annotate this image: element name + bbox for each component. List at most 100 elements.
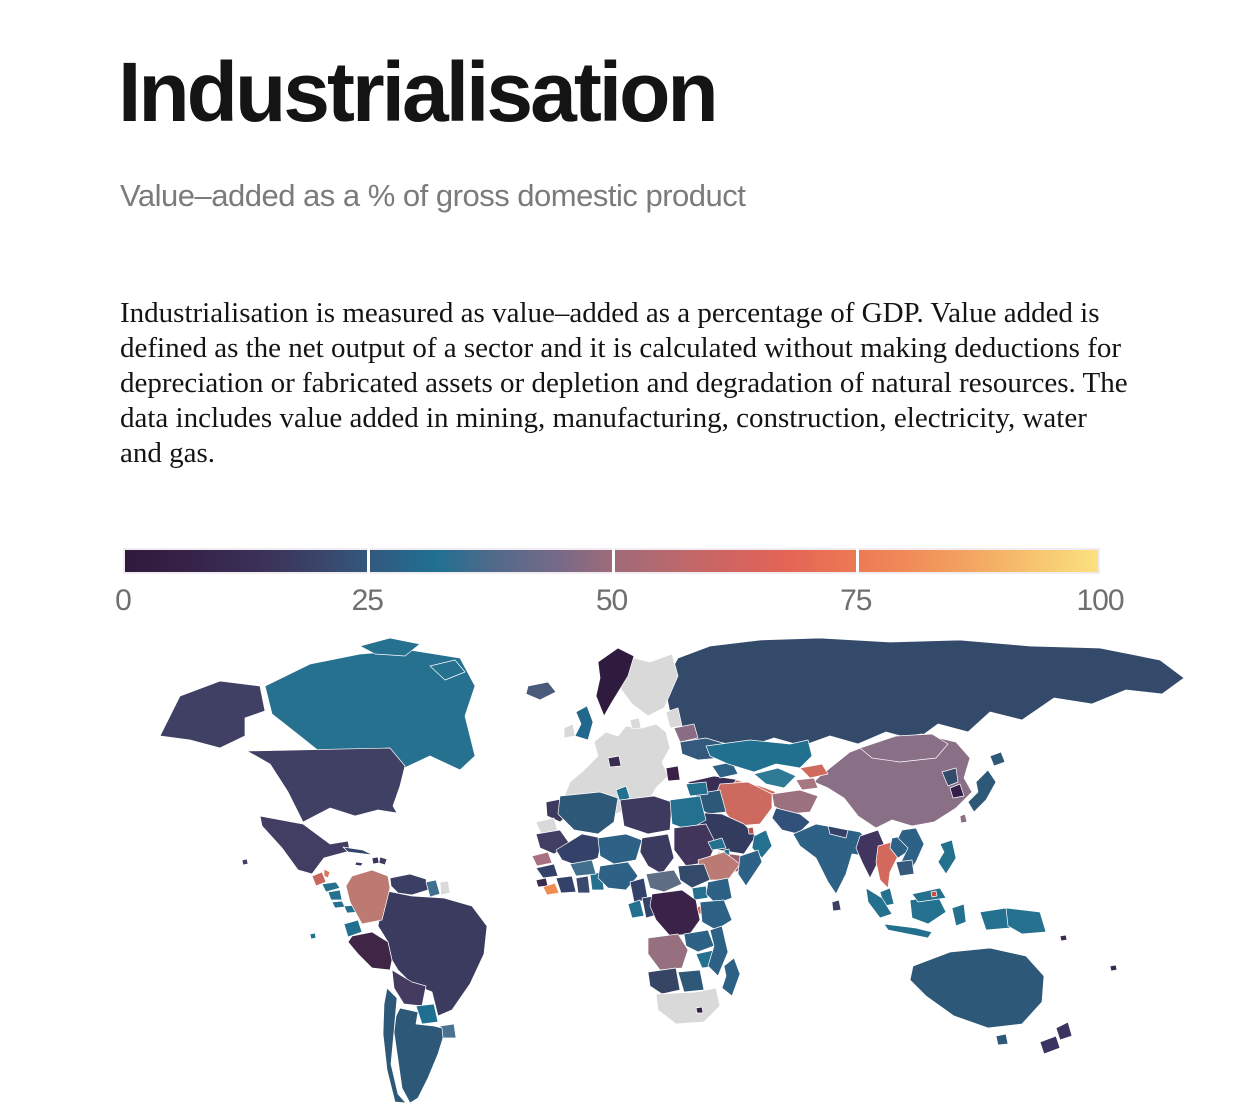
country-hawaii [241,858,249,866]
country-honduras [321,881,341,893]
country-usa-alaska [159,680,266,749]
colorbar-label-25: 25 [351,584,384,617]
country-burkina-faso [569,859,597,877]
country-australia [909,947,1045,1029]
country-galapagos [309,932,317,940]
country-argentina [393,1007,444,1104]
country-uzbekistan [753,767,797,789]
country-indonesia-java [883,923,933,939]
country-canada-arctic-island-2 [429,659,466,681]
country-kyrgyzstan [799,763,829,779]
country-colombia [345,869,391,925]
country-australia-tasmania [995,1033,1009,1046]
country-south-korea [949,783,965,799]
country-mexico [259,815,351,875]
colorbar-label-75: 75 [840,584,872,617]
colorbar-label-100: 100 [1076,584,1124,617]
country-usa [246,747,406,823]
country-nigeria [597,861,639,891]
country-suriname [439,880,451,896]
country-somalia [737,849,763,887]
country-russia [663,637,1185,747]
country-united-kingdom [574,705,594,741]
country-taiwan [959,813,968,824]
country-botswana [677,969,705,993]
country-malaysia-borneo [911,887,947,903]
country-libya [619,795,673,835]
country-uganda [691,885,709,901]
country-denmark [629,717,642,730]
country-japan-hokkaido [989,751,1006,767]
country-eritrea [707,837,727,851]
country-indonesia-papua [979,907,1011,931]
country-norway [595,647,635,717]
country-algeria [557,791,619,835]
country-canada-arctic-island [359,637,421,657]
country-drc [649,889,701,937]
country-tanzania [699,899,733,931]
country-ecuador [343,919,363,938]
country-mozambique [707,925,729,977]
country-solomon-islands [1059,934,1068,942]
country-switzerland [607,755,622,768]
region-baltics [665,707,683,729]
world-choropleth-map [60,636,1240,1116]
country-cote-divoire [555,875,577,894]
country-mongolia [859,733,949,763]
colorbar-label-0: 0 [115,584,132,617]
country-syria [685,781,709,797]
country-mali [555,833,603,867]
country-brazil [377,889,488,1017]
country-north-korea [941,767,959,787]
country-south-sudan [677,863,711,889]
country-guatemala [311,871,327,887]
country-madagascar [721,957,741,997]
country-qatar [747,826,755,835]
country-brunei [930,890,938,898]
country-tajikistan [795,777,819,791]
country-sri-lanka [831,899,842,912]
country-cuba [342,846,374,856]
country-peru [347,931,393,971]
country-indonesia-sulawesi [951,903,967,927]
country-nicaragua [327,889,343,901]
country-niger [597,833,643,865]
country-afghanistan [771,789,819,815]
region-sweden-finland [615,653,679,717]
country-chad [639,833,675,875]
country-belarus [673,723,699,743]
country-nepal [827,825,849,839]
country-jamaica [354,861,364,867]
country-south-africa [655,987,721,1025]
colorbar-labels: 0 25 50 75 100 [115,584,1124,618]
country-chile [382,987,407,1104]
country-haiti [371,856,380,865]
country-japan [967,769,997,813]
country-papua-new-guinea [1005,907,1047,935]
page-subtitle: Value–added as a % of gross domestic pro… [120,178,746,213]
country-iceland [525,681,557,701]
country-indonesia-sumatra [865,887,893,919]
country-tunisia [615,785,631,803]
country-central-african-republic [645,869,683,893]
country-namibia [647,967,681,995]
country-angola [647,933,689,971]
colorbar-label-50: 50 [595,584,628,617]
colorbar-tick-50 [611,547,615,575]
page-title: Industrialisation [118,45,719,139]
country-guyana [425,879,441,898]
country-ireland [563,723,576,739]
country-liberia [542,882,560,896]
country-lesotho [695,1006,704,1014]
country-paraguay [415,1003,439,1025]
country-serbia [665,765,681,782]
country-philippines [937,839,957,875]
country-venezuela [389,873,429,896]
color-legend [123,547,1100,575]
world-map-svg [159,637,1185,1104]
country-costa-rica [331,900,346,909]
country-myanmar [855,829,885,879]
country-gabon [627,899,645,919]
country-guinea [535,863,559,879]
colorbar-tick-75 [855,547,859,575]
